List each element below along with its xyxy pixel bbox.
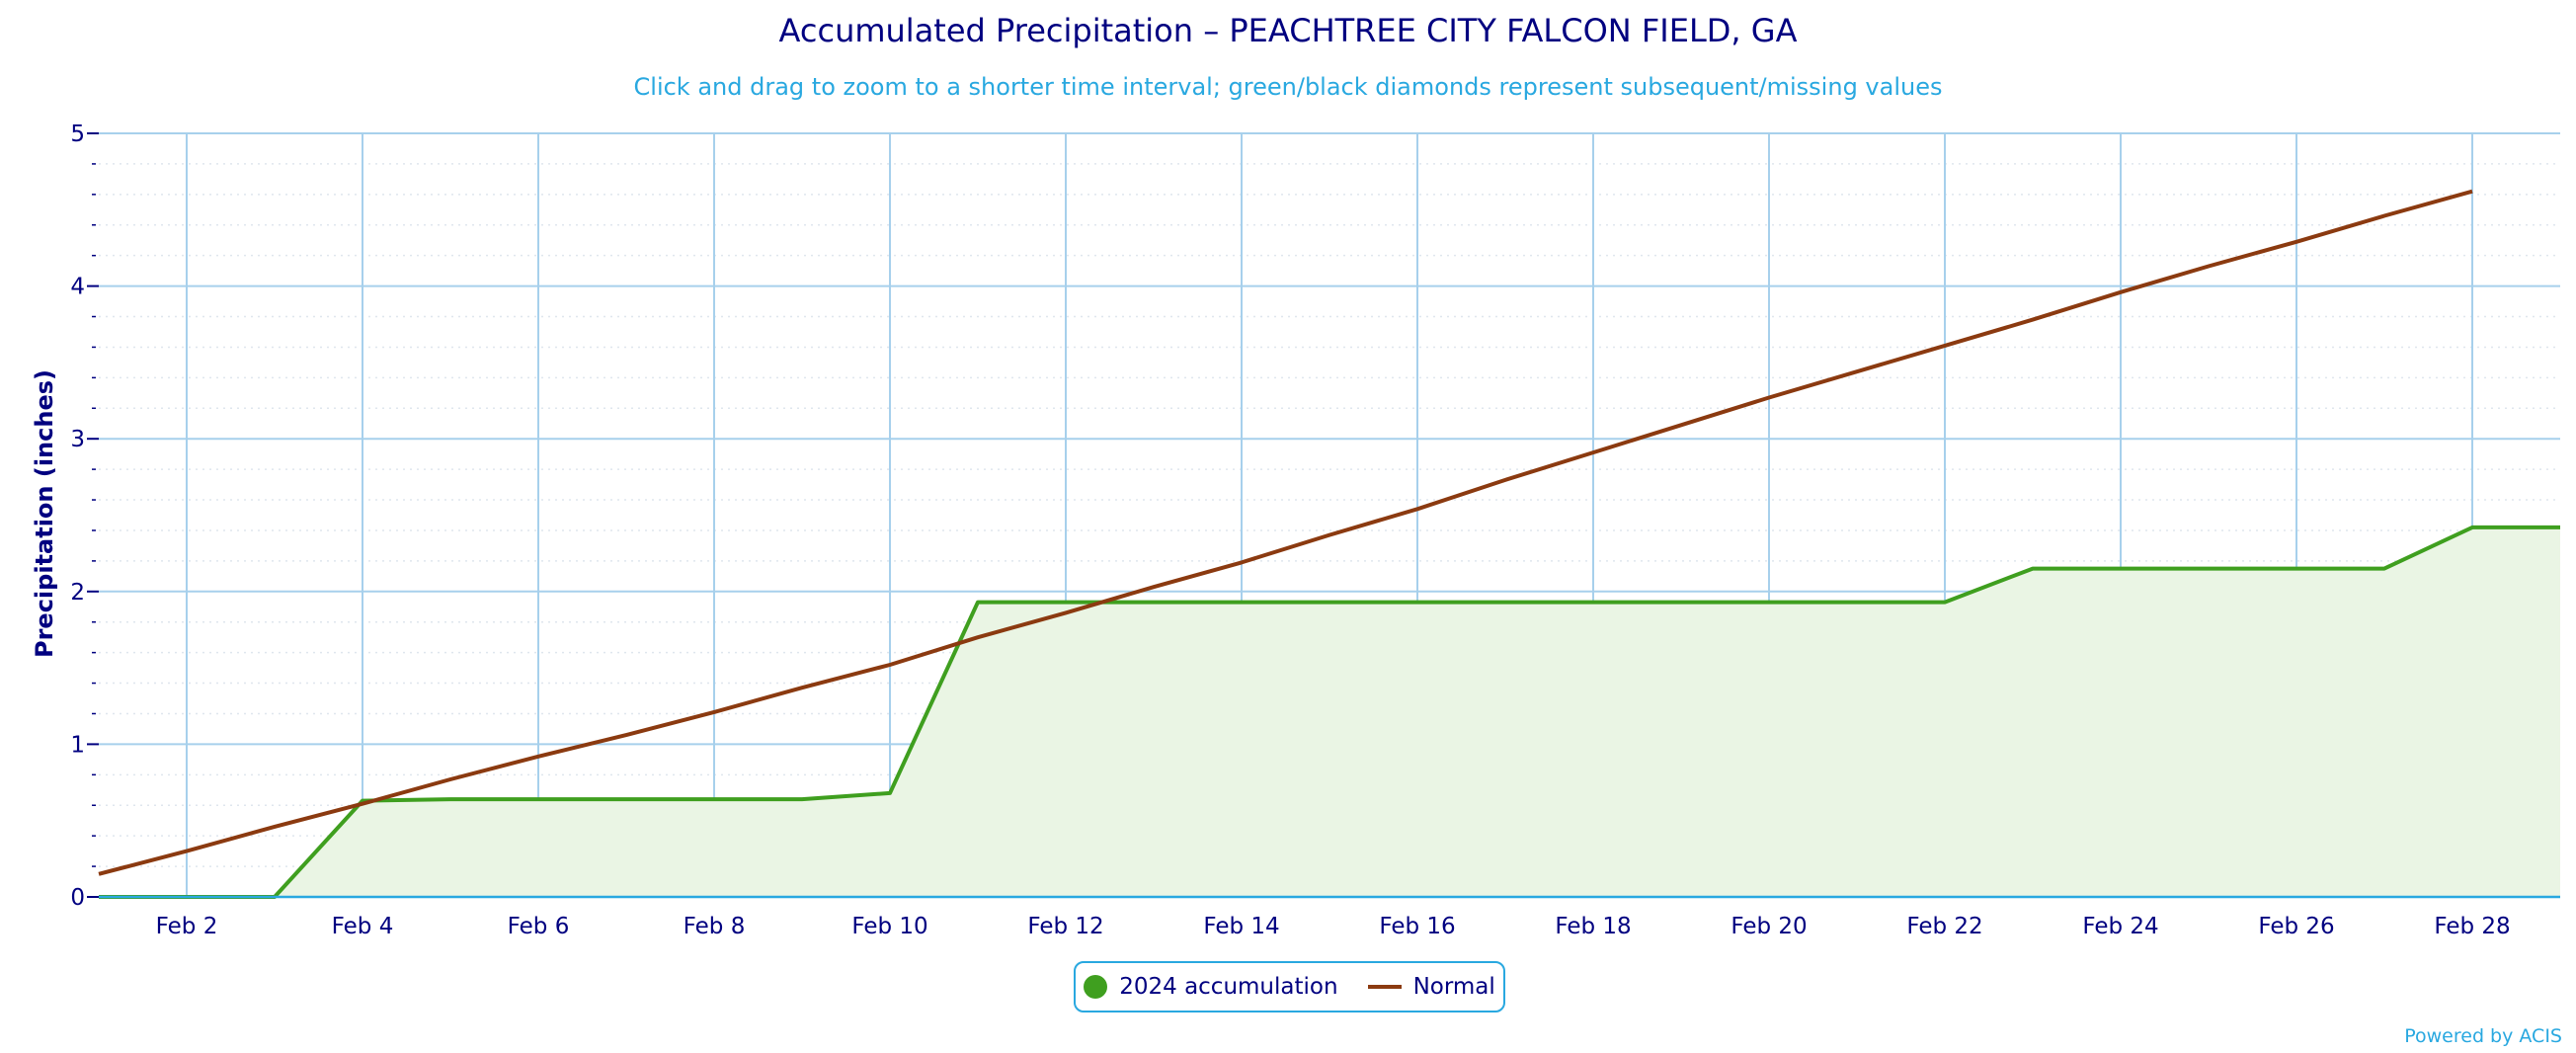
x-tick-label: Feb 14 (1203, 914, 1279, 939)
y-tick-label: 4 (70, 275, 85, 300)
x-tick-label: Feb 8 (684, 914, 746, 939)
y-tick-label: 2 (70, 580, 85, 606)
y-tick-label: 3 (70, 427, 85, 452)
x-tick-label: Feb 24 (2082, 914, 2158, 939)
x-tick-label: Feb 2 (156, 914, 218, 939)
series-accumulation-line (99, 525, 2560, 899)
y-tick-label: 5 (70, 122, 85, 147)
x-tick-label: Feb 4 (332, 914, 394, 939)
legend: 2024 accumulation Normal (1074, 961, 1505, 1012)
x-tick-label: Feb 28 (2434, 914, 2510, 939)
x-tick-label: Feb 20 (1731, 914, 1807, 939)
y-tick-label: 1 (70, 732, 85, 758)
legend-item-normal[interactable]: Normal (1367, 974, 1495, 1000)
x-tick-label: Feb 10 (851, 914, 927, 939)
legend-label-normal: Normal (1412, 974, 1495, 1000)
chart-title: Accumulated Precipitation – PEACHTREE CI… (778, 12, 1798, 49)
x-tick-label: Feb 12 (1027, 914, 1103, 939)
x-tick-label: Feb 16 (1379, 914, 1455, 939)
y-tick-label: 0 (70, 885, 85, 911)
x-tick-label: Feb 22 (1906, 914, 1982, 939)
x-tick-label: Feb 18 (1555, 914, 1631, 939)
chart-subtitle: Click and drag to zoom to a shorter time… (633, 73, 1943, 101)
credit-link[interactable]: Powered by ACIS (2404, 1025, 2562, 1047)
legend-marker-accumulation (1084, 975, 1108, 999)
legend-marker-normal (1367, 985, 1402, 989)
x-tick-label: Feb 6 (508, 914, 570, 939)
legend-item-accumulation[interactable]: 2024 accumulation (1084, 974, 1338, 1000)
series-normal-line (98, 189, 2473, 876)
x-tick-label: Feb 26 (2258, 914, 2334, 939)
series-accumulation-area (99, 526, 2560, 897)
legend-label-accumulation: 2024 accumulation (1119, 974, 1338, 1000)
